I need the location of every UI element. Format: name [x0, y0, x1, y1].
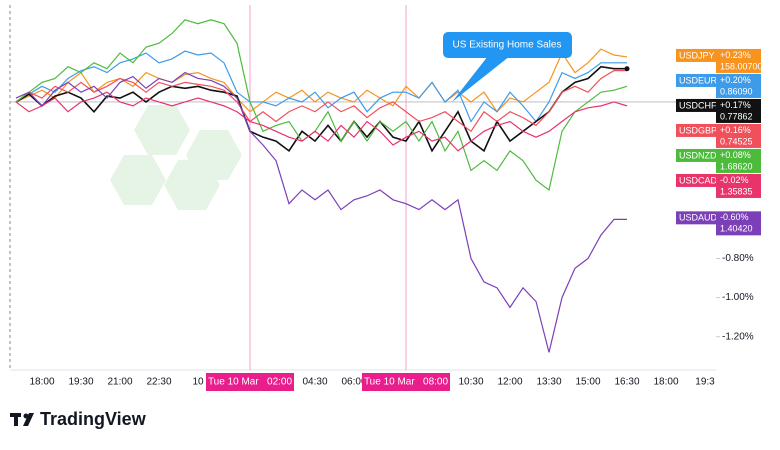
- x-tick-label: 22:30: [146, 377, 171, 388]
- legend-name: USDCHF: [679, 100, 717, 110]
- legend-name-box: [676, 211, 716, 225]
- callout-box: [443, 32, 572, 58]
- legend-change: +0.20%: [720, 75, 751, 85]
- legend-price: 1.68620: [720, 161, 753, 171]
- x-tick-label: 10: [192, 377, 204, 388]
- legend-change: +0.08%: [720, 150, 751, 160]
- legend-name: USDGBP: [679, 125, 717, 135]
- series-line: [15, 50, 627, 123]
- legend-price: 158.00700: [720, 61, 763, 71]
- plot: [10, 5, 716, 370]
- last-point: [624, 66, 630, 72]
- x-tick-label: 19:30: [68, 377, 93, 388]
- legend-price: 1.35835: [720, 186, 753, 196]
- legend-value-box: [716, 73, 761, 98]
- legend-price: 0.77862: [720, 111, 753, 121]
- x-tick-label: 12:00: [497, 377, 522, 388]
- series-line: [15, 70, 627, 133]
- x-tick-label: 04:30: [302, 377, 327, 388]
- legend-price: 1.40420: [720, 224, 753, 234]
- legend-name-box: [676, 123, 716, 137]
- legend-name: USDJPY: [679, 50, 715, 60]
- x-tick-label: 10:30: [458, 377, 483, 388]
- legend-value-box: [716, 211, 761, 236]
- series-line: [15, 65, 627, 153]
- legend-change: +0.23%: [720, 50, 751, 60]
- legend-name-box: [676, 173, 716, 187]
- x-tick-label: Tue 10 Mar 08:00: [364, 377, 449, 388]
- x-tick-label: 18:00: [653, 377, 678, 388]
- legend-name: USDCAD: [679, 175, 718, 185]
- watermark: [110, 105, 242, 210]
- x-highlight-box: [362, 373, 450, 391]
- series-line: [15, 19, 628, 192]
- legend-name: USDEUR: [679, 75, 718, 85]
- y-tick-label: -1.00%: [722, 292, 754, 303]
- series-line: [15, 91, 628, 152]
- legend-name-box: [676, 73, 716, 87]
- brand-name: TradingView: [40, 409, 147, 429]
- legend-name-box: [676, 48, 716, 62]
- legend-price: 0.74525: [720, 136, 753, 146]
- legend-value-box: [716, 123, 761, 148]
- legend-name: USDAUD: [679, 213, 718, 223]
- callout-tail: [452, 56, 510, 102]
- x-tick-label: 13:30: [536, 377, 561, 388]
- legend-value-box: [716, 148, 761, 173]
- legend-name-box: [676, 98, 716, 112]
- x-highlight-box: [206, 373, 294, 391]
- brand: TradingView: [10, 409, 147, 429]
- x-tick-label: 15:00: [575, 377, 600, 388]
- legend-name: USDNZD: [679, 150, 717, 160]
- legend-value-box: [716, 173, 761, 198]
- legend-price: 0.86090: [720, 86, 753, 96]
- x-tick-label: 18:00: [29, 377, 54, 388]
- y-tick-label: -1.20%: [722, 331, 754, 342]
- x-tick-label: Tue 10 Mar 02:00: [208, 377, 293, 388]
- legend-change: +0.16%: [720, 125, 751, 135]
- series-line: [15, 71, 627, 353]
- x-tick-label: 16:30: [614, 377, 639, 388]
- x-tick-label: 19:3: [695, 377, 715, 388]
- y-tick-label: -0.80%: [722, 253, 754, 264]
- legend-change: +0.17%: [720, 100, 751, 110]
- x-tick-label: 21:00: [107, 377, 132, 388]
- legend-value-box: [716, 48, 761, 73]
- x-tick-label: 06:00: [341, 377, 366, 388]
- callout-text: US Existing Home Sales: [453, 40, 562, 51]
- legend-change: -0.02%: [720, 175, 749, 185]
- legend-value-box: [716, 98, 761, 123]
- legend-name-box: [676, 148, 716, 162]
- legend-change: -0.60%: [720, 212, 749, 222]
